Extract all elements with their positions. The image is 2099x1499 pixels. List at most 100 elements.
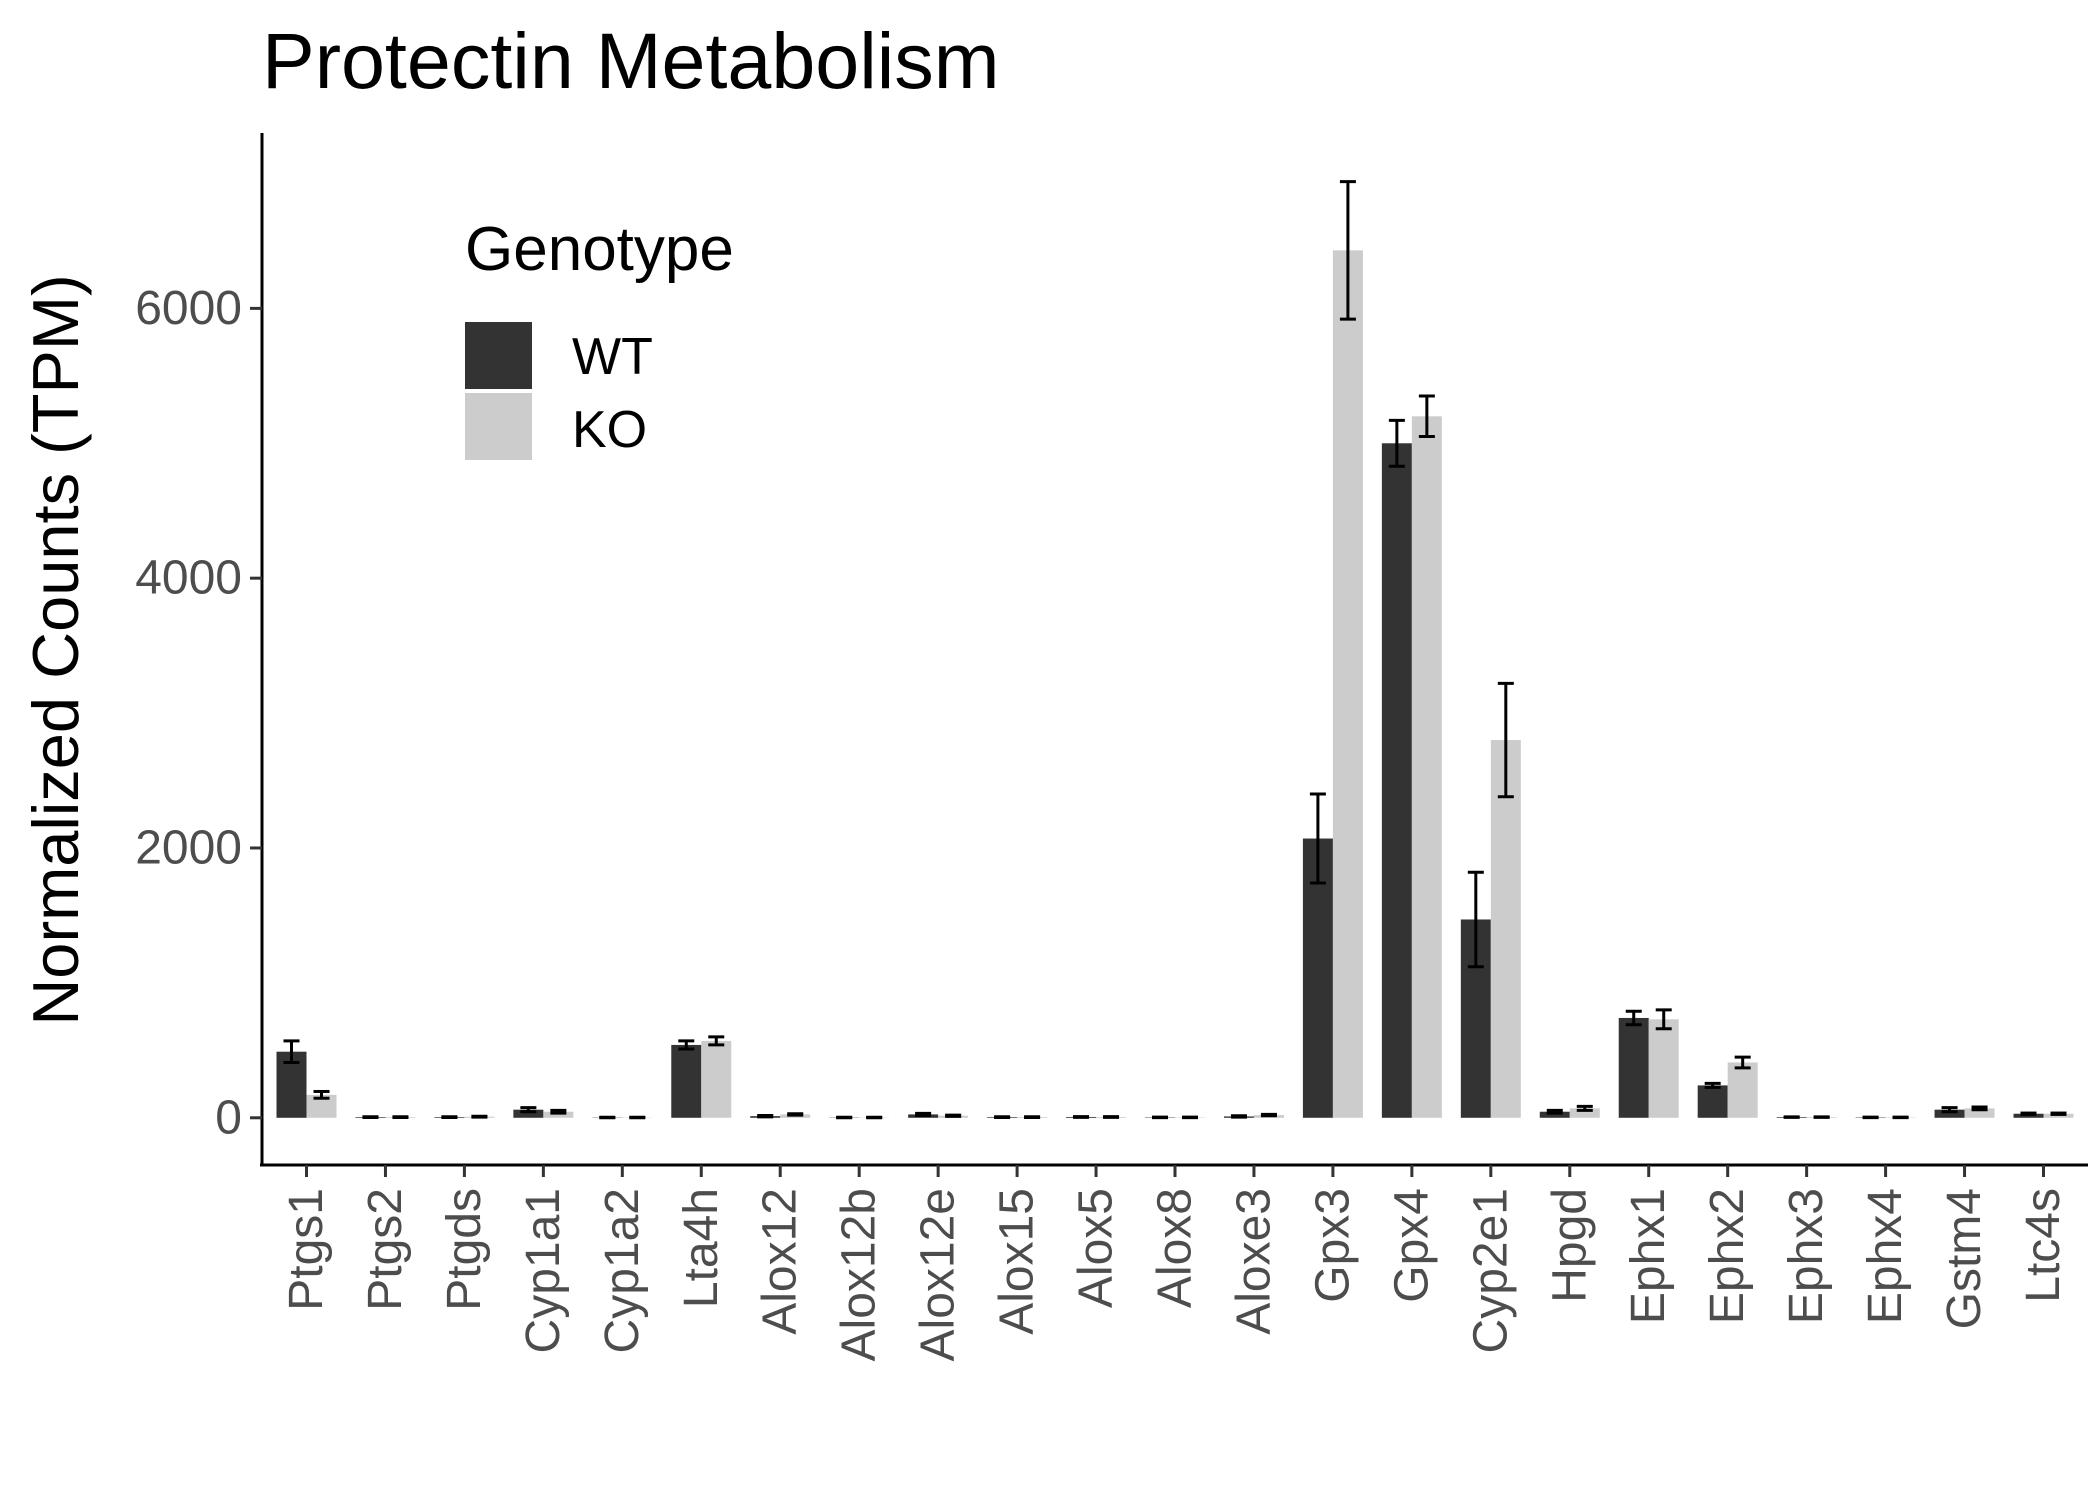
x-tick-label-ephx2: Ephx2 bbox=[1701, 1188, 1754, 1324]
error-bar-alox12b-ko bbox=[866, 1115, 883, 1120]
x-ticks: Ptgs1 Ptgs2 Ptgds Cyp1a1 Cyp1a2 Lta4h Alox12 Al… bbox=[280, 1165, 2070, 1361]
error-bar-cyp1a2-ko bbox=[629, 1115, 646, 1120]
error-bar-hpgd-ko bbox=[1576, 1104, 1593, 1112]
error-bar-alox12b-wt bbox=[836, 1115, 853, 1120]
error-bars-layer bbox=[283, 180, 2067, 1120]
error-bar-cyp2e1-wt bbox=[1467, 870, 1484, 969]
bar-gpx4-wt bbox=[1381, 443, 1412, 1118]
error-bar-ephx4-ko bbox=[1892, 1115, 1909, 1120]
x-tick-label-aloxe3: Aloxe3 bbox=[1227, 1188, 1280, 1335]
x-tick-label-hpgd: Hpgd bbox=[1543, 1188, 1596, 1303]
bar-hpgd-wt bbox=[1539, 1111, 1570, 1118]
error-bar-aloxe3-ko bbox=[1260, 1112, 1277, 1118]
x-tick-label-alox12e: Alox12e bbox=[912, 1188, 965, 1361]
error-bar-gstm4-ko bbox=[1971, 1105, 1988, 1112]
bar-ephx2-ko bbox=[1727, 1062, 1758, 1118]
y-axis-label: Normalized Counts (TPM) bbox=[19, 274, 92, 1025]
error-bar-ephx3-ko bbox=[1813, 1115, 1830, 1119]
x-tick-label-alox15: Alox15 bbox=[991, 1188, 1044, 1335]
error-bar-alox15-wt bbox=[994, 1115, 1011, 1120]
error-bar-alox12-wt bbox=[757, 1113, 774, 1119]
error-bar-gpx3-wt bbox=[1309, 792, 1326, 885]
x-tick-label-ptgs2: Ptgs2 bbox=[359, 1188, 412, 1311]
x-tick-label-alox12: Alox12 bbox=[754, 1188, 807, 1335]
bar-gpx4-ko bbox=[1411, 416, 1442, 1118]
error-bar-ptgs2-ko bbox=[392, 1115, 409, 1120]
x-tick-label-ptgs1: Ptgs1 bbox=[280, 1188, 333, 1311]
error-bar-ephx3-wt bbox=[1783, 1115, 1800, 1119]
x-tick-label-ephx4: Ephx4 bbox=[1859, 1188, 1912, 1324]
error-bar-ltc4s-wt bbox=[2020, 1111, 2037, 1116]
x-tick-label-cyp1a1: Cyp1a1 bbox=[517, 1188, 570, 1353]
x-tick-label-ephx1: Ephx1 bbox=[1622, 1188, 1675, 1324]
error-bar-alox8-ko bbox=[1182, 1115, 1198, 1120]
bar-ephx1-wt bbox=[1618, 1017, 1649, 1118]
bar-lta4h-ko bbox=[701, 1040, 732, 1118]
bar-hpgd-ko bbox=[1569, 1108, 1600, 1118]
y-ticks: 0 2000 4000 6000 bbox=[135, 282, 262, 1144]
error-bar-ephx4-wt bbox=[1862, 1115, 1879, 1120]
error-bar-alox12e-ko bbox=[945, 1113, 962, 1118]
x-tick-label-ephx3: Ephx3 bbox=[1780, 1188, 1833, 1324]
y-tick-label: 0 bbox=[215, 1091, 242, 1144]
legend: Genotype WT KO bbox=[465, 215, 734, 460]
error-bar-aloxe3-wt bbox=[1230, 1114, 1247, 1119]
bar-cyp2e1-ko bbox=[1490, 740, 1521, 1118]
bar-cyp1a1-ko bbox=[543, 1111, 574, 1118]
error-bar-cyp1a2-wt bbox=[599, 1115, 616, 1120]
error-bar-gpx4-wt bbox=[1388, 418, 1405, 468]
error-bar-hpgd-wt bbox=[1546, 1108, 1563, 1115]
error-bar-ephx1-wt bbox=[1625, 1009, 1642, 1027]
error-bar-cyp2e1-ko bbox=[1497, 681, 1514, 799]
bar-gpx3-wt bbox=[1302, 838, 1333, 1118]
x-tick-label-alox12b: Alox12b bbox=[833, 1188, 886, 1361]
chart-title: Protectin Metabolism bbox=[262, 16, 1000, 105]
error-bar-ptgds-ko bbox=[471, 1114, 488, 1119]
bar-ptgs1-ko bbox=[306, 1094, 337, 1118]
x-tick-label-gstm4: Gstm4 bbox=[1938, 1188, 1991, 1329]
error-bar-ephx2-wt bbox=[1704, 1081, 1721, 1089]
legend-label-wt: WT bbox=[572, 328, 653, 386]
error-bar-cyp1a1-wt bbox=[520, 1106, 537, 1114]
y-tick-label: 2000 bbox=[135, 821, 242, 874]
error-bar-alox5-ko bbox=[1103, 1115, 1120, 1119]
error-bar-alox8-wt bbox=[1152, 1115, 1168, 1120]
legend-label-ko: KO bbox=[572, 401, 647, 459]
error-bar-gpx4-ko bbox=[1418, 394, 1435, 439]
x-tick-label-alox8: Alox8 bbox=[1149, 1188, 1202, 1308]
y-tick-label: 4000 bbox=[135, 552, 242, 605]
error-bar-ephx2-ko bbox=[1734, 1055, 1751, 1070]
x-tick-label-cyp1a2: Cyp1a2 bbox=[596, 1188, 649, 1353]
error-bar-alox5-wt bbox=[1073, 1115, 1090, 1119]
error-bar-ephx1-ko bbox=[1655, 1008, 1672, 1031]
bar-gstm4-ko bbox=[1964, 1108, 1995, 1118]
error-bar-ltc4s-ko bbox=[2050, 1111, 2067, 1116]
bar-ephx2-wt bbox=[1697, 1085, 1728, 1118]
bar-gpx3-ko bbox=[1332, 250, 1363, 1118]
x-tick-label-cyp2e1: Cyp2e1 bbox=[1464, 1188, 1517, 1353]
y-tick-label: 6000 bbox=[135, 282, 242, 335]
error-bar-ptgds-wt bbox=[441, 1115, 458, 1120]
x-tick-label-gpx3: Gpx3 bbox=[1306, 1188, 1359, 1303]
bar-lta4h-wt bbox=[671, 1044, 702, 1118]
legend-swatch-ko bbox=[465, 393, 532, 460]
plot-area bbox=[276, 180, 2074, 1120]
x-tick-label-ltc4s: Ltc4s bbox=[2017, 1188, 2070, 1303]
legend-title: Genotype bbox=[465, 215, 734, 284]
error-bar-ptgs1-wt bbox=[283, 1039, 300, 1064]
error-bar-gstm4-wt bbox=[1941, 1106, 1958, 1114]
error-bar-alox12e-wt bbox=[915, 1111, 932, 1117]
x-tick-label-lta4h: Lta4h bbox=[675, 1188, 728, 1308]
error-bar-alox15-ko bbox=[1024, 1115, 1041, 1120]
error-bar-alox12-ko bbox=[787, 1112, 804, 1117]
x-tick-label-alox5: Alox5 bbox=[1070, 1188, 1123, 1308]
bars-layer bbox=[276, 250, 2074, 1118]
bar-gstm4-wt bbox=[1934, 1109, 1965, 1118]
legend-swatch-wt bbox=[465, 322, 532, 389]
error-bar-ptgs2-wt bbox=[362, 1115, 379, 1120]
error-bar-gpx3-ko bbox=[1339, 180, 1356, 321]
error-bar-lta4h-wt bbox=[678, 1039, 695, 1051]
x-tick-label-gpx4: Gpx4 bbox=[1385, 1188, 1438, 1303]
bar-ephx1-ko bbox=[1648, 1019, 1679, 1118]
